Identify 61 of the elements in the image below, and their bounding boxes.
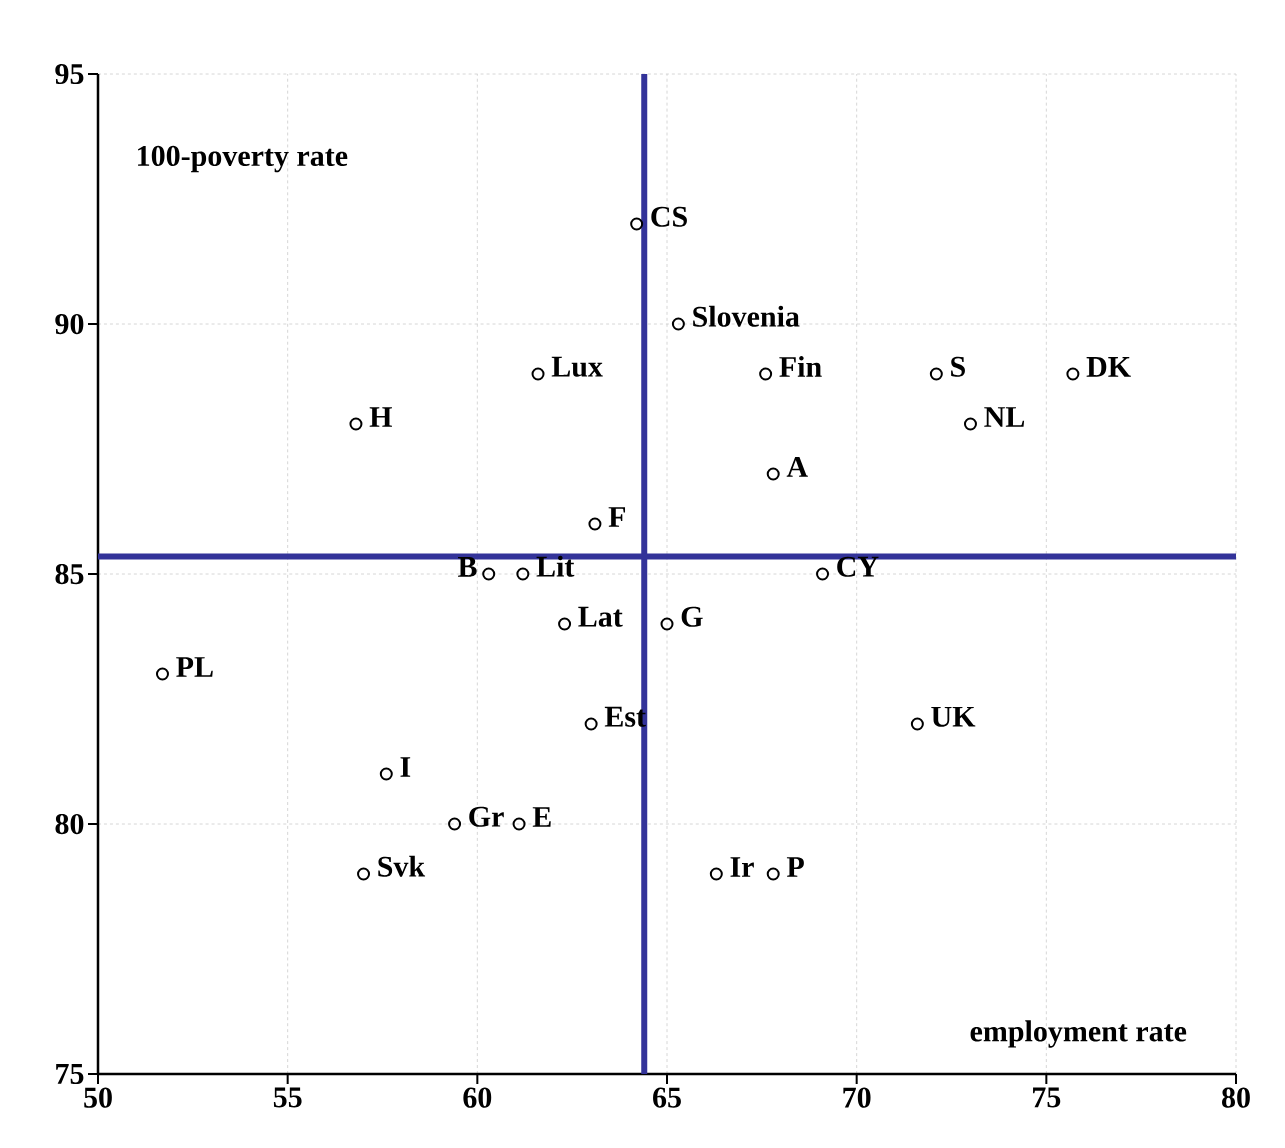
point xyxy=(766,467,780,481)
point xyxy=(584,717,598,731)
annotation: Svk xyxy=(378,855,426,877)
y-axis-title: 100-poverty rate xyxy=(138,145,348,173)
point xyxy=(759,367,773,381)
annotation: NL xyxy=(984,407,1025,427)
annotation: UK xyxy=(931,706,976,727)
annotation: DK xyxy=(1086,357,1131,377)
annotation: P xyxy=(786,857,804,877)
point xyxy=(155,667,169,681)
point xyxy=(558,617,572,631)
x-tick-label: 70 xyxy=(843,1087,871,1108)
annotation: Slovenia xyxy=(693,305,800,327)
x-tick-label: 80 xyxy=(1222,1087,1250,1108)
y-tick-label: 75 xyxy=(56,1064,84,1084)
annotation: S xyxy=(951,356,965,377)
annotation: Ir xyxy=(730,857,754,877)
point xyxy=(531,367,545,381)
x-tick-label: 75 xyxy=(1033,1087,1061,1108)
annotation: H xyxy=(369,407,392,427)
point xyxy=(929,367,943,381)
annotation: CY xyxy=(837,556,879,577)
annotation: Lit xyxy=(536,555,575,577)
annotation: A xyxy=(786,457,808,477)
x-tick-label: 65 xyxy=(653,1087,681,1108)
x-tick-label: 55 xyxy=(273,1087,302,1108)
annotation: Lux xyxy=(551,356,603,377)
point xyxy=(349,417,363,431)
point xyxy=(630,217,644,231)
x-tick-label: 60 xyxy=(463,1087,492,1108)
point xyxy=(766,867,780,881)
point xyxy=(516,567,530,581)
y-tick-label: 85 xyxy=(55,563,84,585)
annotation: Gr xyxy=(469,806,504,827)
point xyxy=(709,867,723,881)
point xyxy=(379,767,393,781)
point xyxy=(357,867,371,881)
x-axis-title: employment rate xyxy=(970,1020,1187,1048)
annotation: Fin xyxy=(779,356,822,377)
point xyxy=(671,317,685,331)
annotation: E xyxy=(532,807,551,827)
point xyxy=(588,517,602,531)
annotation: CS xyxy=(651,206,687,227)
y-tick-label: 95 xyxy=(55,63,84,85)
y-tick-label: 80 xyxy=(55,813,84,835)
y-tick-label: 90 xyxy=(55,313,84,335)
point xyxy=(1066,367,1080,381)
annotation: F xyxy=(608,507,626,527)
point xyxy=(482,567,496,581)
annotation: B xyxy=(458,557,477,577)
annotation: PL xyxy=(176,657,213,677)
annotation: I xyxy=(400,757,411,777)
annotation: G xyxy=(681,606,703,627)
point xyxy=(512,817,526,831)
point xyxy=(963,417,977,431)
annotation: Lat xyxy=(578,606,623,627)
point xyxy=(816,567,830,581)
x-tick-label: 50 xyxy=(84,1087,112,1108)
point xyxy=(660,617,674,631)
point xyxy=(448,817,462,831)
point xyxy=(910,717,924,731)
